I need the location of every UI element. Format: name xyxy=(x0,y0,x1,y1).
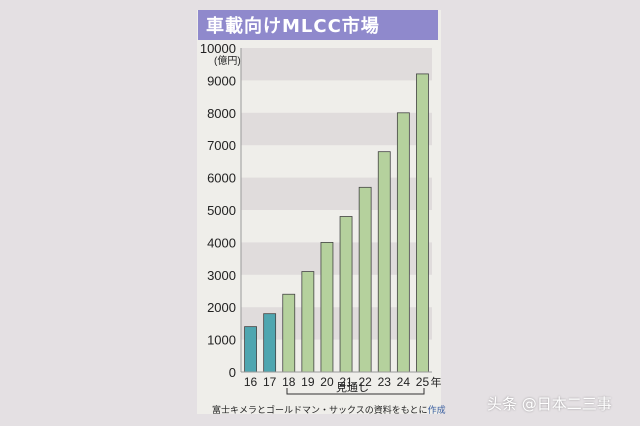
x-tick-label: 21 xyxy=(339,375,353,389)
forecast-label: 見通し xyxy=(336,381,369,394)
x-tick-label: 16 xyxy=(244,375,258,389)
x-tick-label: 22 xyxy=(358,375,372,389)
bar xyxy=(244,326,257,373)
bar xyxy=(396,112,410,373)
bar xyxy=(282,293,296,373)
x-tick-label: 25 xyxy=(416,375,430,389)
chart-title-bar xyxy=(198,10,438,40)
x-tick-labels: 16 17 18 19 20 21 22 23 24 25 年 xyxy=(244,375,442,389)
y-tick-label: 4000 xyxy=(207,235,236,250)
x-tick-label: 17 xyxy=(263,375,277,389)
grid-band xyxy=(241,48,432,81)
bar xyxy=(377,151,391,373)
chart-title: 車載向けMLCC市場 xyxy=(206,16,380,37)
x-tick-label: 24 xyxy=(397,375,411,389)
y-unit-label: (億円) xyxy=(214,54,241,67)
y-tick-label: 6000 xyxy=(207,171,236,186)
y-tick-label: 0 xyxy=(229,365,236,380)
x-tick-label: 18 xyxy=(282,375,296,389)
y-tick-label: 10000 xyxy=(200,41,236,56)
bar xyxy=(320,241,334,373)
y-tick-label: 9000 xyxy=(207,73,236,88)
bar-series xyxy=(244,73,429,373)
x-tick-label: 20 xyxy=(320,375,334,389)
bar xyxy=(339,216,353,373)
bar xyxy=(263,313,277,373)
y-tick-labels: 0 1000 2000 3000 4000 5000 6000 7000 8000 9000 100… xyxy=(200,41,236,380)
source-note-text: 富士キメラとゴールドマン・サックスの資料をもとに xyxy=(212,406,428,416)
y-tick-label: 2000 xyxy=(207,300,236,315)
forecast-bracket xyxy=(286,388,425,395)
source-note-suffix: 作成 xyxy=(427,406,446,416)
x-tick-label: 19 xyxy=(301,375,315,389)
watermark: 头条 @日本二三事 xyxy=(487,395,612,413)
y-tick-label: 7000 xyxy=(207,138,236,153)
y-tick-label: 1000 xyxy=(207,333,236,348)
y-tick-label: 5000 xyxy=(207,203,236,218)
x-tick-label: 23 xyxy=(378,375,392,389)
y-tick-label: 3000 xyxy=(207,268,236,283)
bar xyxy=(416,73,429,373)
source-note: 富士キメラとゴールドマン・サックスの資料をもとに作成 xyxy=(212,403,446,416)
bar xyxy=(358,186,372,373)
y-tick-label: 8000 xyxy=(207,106,236,121)
bar xyxy=(301,271,315,373)
x-axis-suffix: 年 xyxy=(430,375,441,389)
